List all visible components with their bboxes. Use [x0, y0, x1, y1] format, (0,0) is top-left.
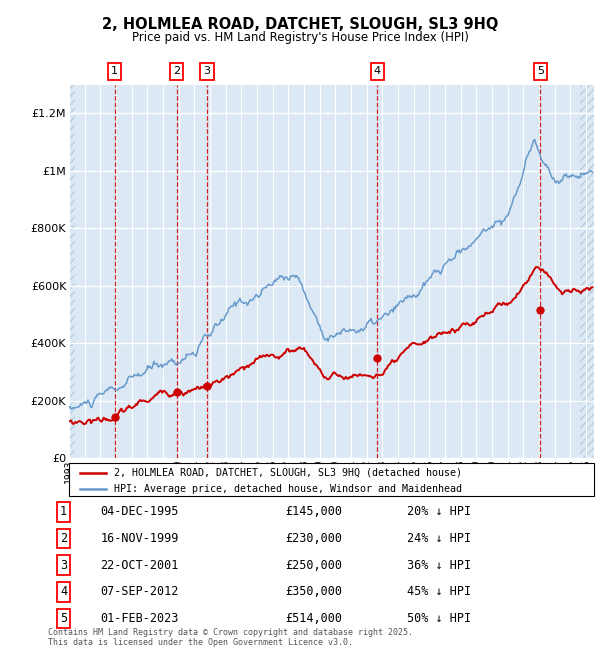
Text: 04-DEC-1995: 04-DEC-1995 [100, 506, 179, 519]
Text: 22-OCT-2001: 22-OCT-2001 [100, 558, 179, 572]
Text: 50% ↓ HPI: 50% ↓ HPI [407, 612, 471, 625]
Text: 4: 4 [374, 66, 381, 77]
Text: £145,000: £145,000 [286, 506, 343, 519]
Text: 2, HOLMLEA ROAD, DATCHET, SLOUGH, SL3 9HQ (detached house): 2, HOLMLEA ROAD, DATCHET, SLOUGH, SL3 9H… [113, 467, 461, 478]
Text: 01-FEB-2023: 01-FEB-2023 [100, 612, 179, 625]
Text: 4: 4 [60, 585, 67, 598]
Text: £350,000: £350,000 [286, 585, 343, 598]
Text: 1: 1 [111, 66, 118, 77]
Text: £514,000: £514,000 [286, 612, 343, 625]
Text: 24% ↓ HPI: 24% ↓ HPI [407, 532, 471, 545]
Text: Price paid vs. HM Land Registry's House Price Index (HPI): Price paid vs. HM Land Registry's House … [131, 31, 469, 44]
Text: 16-NOV-1999: 16-NOV-1999 [100, 532, 179, 545]
Text: HPI: Average price, detached house, Windsor and Maidenhead: HPI: Average price, detached house, Wind… [113, 484, 461, 494]
Text: 45% ↓ HPI: 45% ↓ HPI [407, 585, 471, 598]
Text: £250,000: £250,000 [286, 558, 343, 572]
Text: 1: 1 [60, 506, 67, 519]
Text: 07-SEP-2012: 07-SEP-2012 [100, 585, 179, 598]
Text: 3: 3 [60, 558, 67, 572]
Text: 20% ↓ HPI: 20% ↓ HPI [407, 506, 471, 519]
Text: £230,000: £230,000 [286, 532, 343, 545]
Text: 5: 5 [537, 66, 544, 77]
Text: 3: 3 [203, 66, 211, 77]
Text: 5: 5 [60, 612, 67, 625]
Text: 2: 2 [60, 532, 67, 545]
Text: Contains HM Land Registry data © Crown copyright and database right 2025.
This d: Contains HM Land Registry data © Crown c… [48, 628, 413, 647]
Text: 36% ↓ HPI: 36% ↓ HPI [407, 558, 471, 572]
FancyBboxPatch shape [69, 463, 594, 496]
Text: 2: 2 [173, 66, 181, 77]
Text: 2, HOLMLEA ROAD, DATCHET, SLOUGH, SL3 9HQ: 2, HOLMLEA ROAD, DATCHET, SLOUGH, SL3 9H… [102, 17, 498, 32]
